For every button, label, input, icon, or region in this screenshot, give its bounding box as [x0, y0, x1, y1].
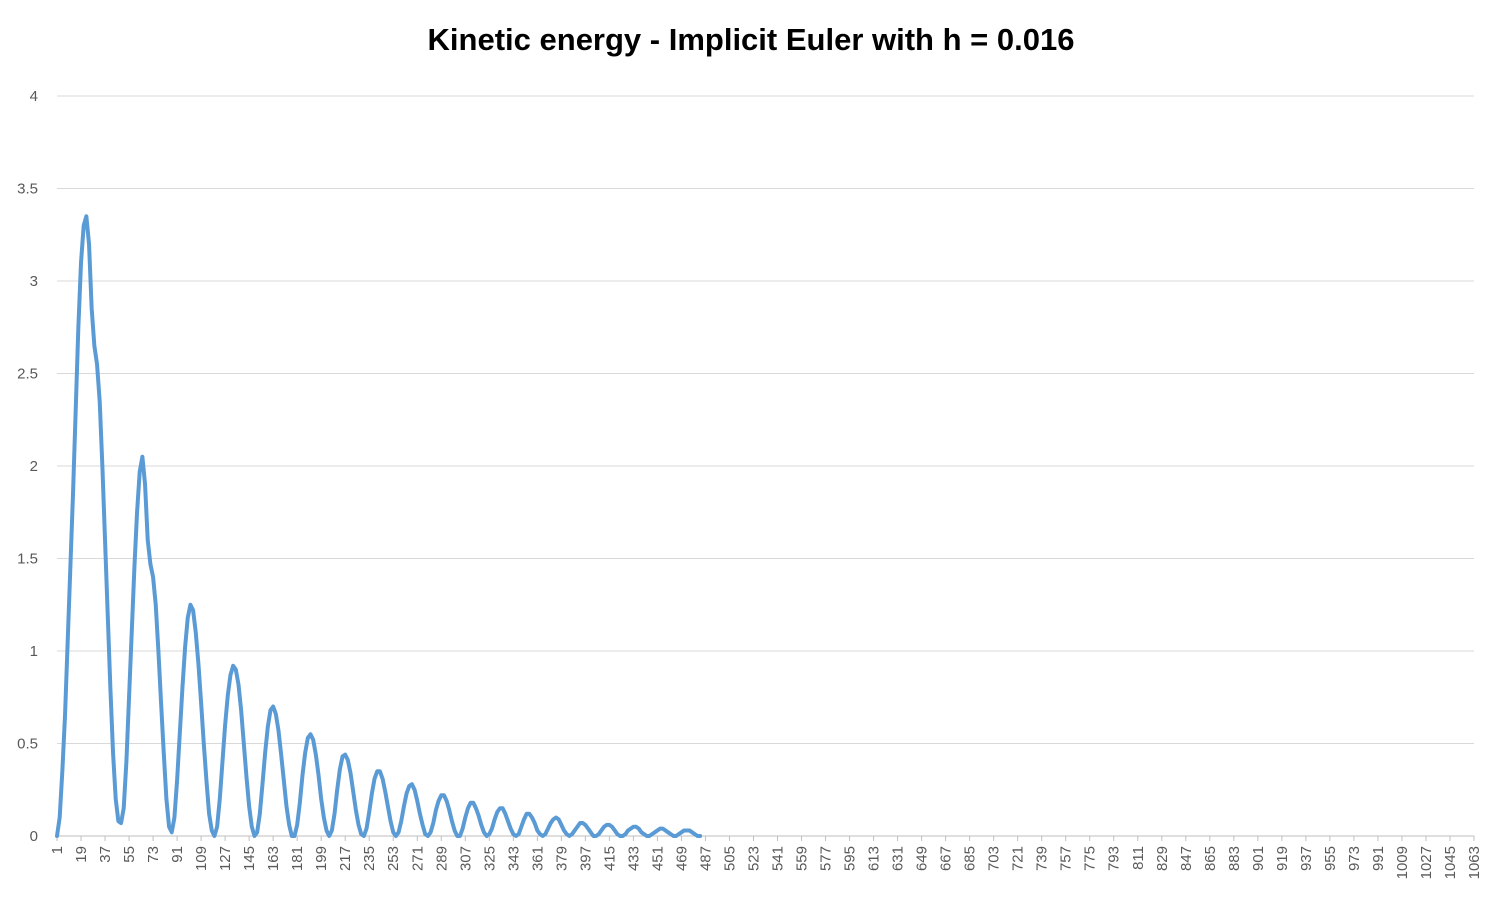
x-tick-label: 109 [193, 846, 210, 871]
series-layer [55, 214, 703, 838]
y-tick-label: 0 [30, 828, 38, 845]
x-tick-label: 217 [337, 846, 354, 871]
x-axis: 1 19 37 55 73 91 109 127 145 163 181 199 217 235 253 27… [49, 836, 1483, 879]
x-tick-label: 145 [241, 846, 258, 871]
chart-title: Kinetic energy - Implicit Euler with h =… [427, 22, 1075, 57]
x-tick-label: 559 [794, 846, 811, 871]
x-tick-label: 199 [313, 846, 330, 871]
x-tick-label: 253 [385, 846, 402, 871]
x-tick-label: 883 [1226, 846, 1243, 871]
x-tick-label: 343 [505, 846, 522, 871]
x-tick-label: 127 [217, 846, 234, 871]
x-tick-label: 379 [553, 846, 570, 871]
x-tick-label: 451 [649, 846, 666, 871]
series-line [55, 214, 703, 838]
x-tick-label: 1063 [1466, 846, 1483, 879]
x-tick-label: 91 [169, 846, 186, 863]
y-tick-label: 3.5 [17, 181, 38, 198]
x-tick-label: 487 [697, 846, 714, 871]
x-tick-label: 685 [962, 846, 979, 871]
x-tick-label: 271 [409, 846, 426, 871]
x-tick-label: 667 [938, 846, 955, 871]
x-tick-label: 55 [121, 846, 138, 863]
x-tick-label: 505 [721, 846, 738, 871]
x-tick-label: 577 [818, 846, 835, 871]
y-tick-label: 4 [30, 88, 38, 105]
y-tick-label: 3 [30, 273, 38, 290]
x-tick-label: 307 [457, 846, 474, 871]
x-tick-label: 793 [1106, 846, 1123, 871]
x-tick-label: 415 [601, 846, 618, 871]
x-tick-label: 901 [1250, 846, 1267, 871]
x-tick-label: 721 [1010, 846, 1027, 871]
x-tick-label: 325 [481, 846, 498, 871]
x-tick-label: 397 [577, 846, 594, 871]
x-tick-label: 73 [145, 846, 162, 863]
x-tick-label: 523 [745, 846, 762, 871]
y-tick-label: 2 [30, 458, 38, 475]
x-tick-label: 955 [1322, 846, 1339, 871]
x-tick-label: 1009 [1394, 846, 1411, 879]
y-tick-label: 1.5 [17, 551, 38, 568]
x-tick-label: 361 [529, 846, 546, 871]
x-tick-label: 433 [625, 846, 642, 871]
y-tick-label: 1 [30, 643, 38, 660]
x-tick-label: 703 [986, 846, 1003, 871]
x-tick-label: 847 [1178, 846, 1195, 871]
x-tick-label: 775 [1082, 846, 1099, 871]
x-tick-label: 541 [770, 846, 787, 871]
y-tick-label: 0.5 [17, 736, 38, 753]
y-tick-label: 2.5 [17, 366, 38, 383]
x-tick-label: 613 [866, 846, 883, 871]
x-tick-label: 631 [890, 846, 907, 871]
x-tick-label: 919 [1274, 846, 1291, 871]
x-tick-label: 19 [73, 846, 90, 863]
x-tick-label: 469 [673, 846, 690, 871]
x-tick-label: 595 [842, 846, 859, 871]
y-axis: 0 0.5 1 1.5 2 2.5 3 3.5 4 [17, 88, 38, 845]
x-tick-label: 1 [49, 846, 66, 854]
x-tick-label: 37 [97, 846, 114, 863]
x-tick-label: 991 [1370, 846, 1387, 871]
x-tick-label: 739 [1034, 846, 1051, 871]
x-tick-label: 163 [265, 846, 282, 871]
x-tick-label: 289 [433, 846, 450, 871]
x-tick-label: 1045 [1442, 846, 1459, 879]
x-tick-label: 1027 [1418, 846, 1435, 879]
x-tick-label: 829 [1154, 846, 1171, 871]
x-tick-label: 757 [1058, 846, 1075, 871]
x-tick-label: 235 [361, 846, 378, 871]
x-tick-label: 937 [1298, 846, 1315, 871]
x-tick-label: 865 [1202, 846, 1219, 871]
x-tick-label: 181 [289, 846, 306, 871]
x-tick-label: 649 [914, 846, 931, 871]
x-tick-label: 973 [1346, 846, 1363, 871]
x-tick-label: 811 [1130, 846, 1147, 870]
